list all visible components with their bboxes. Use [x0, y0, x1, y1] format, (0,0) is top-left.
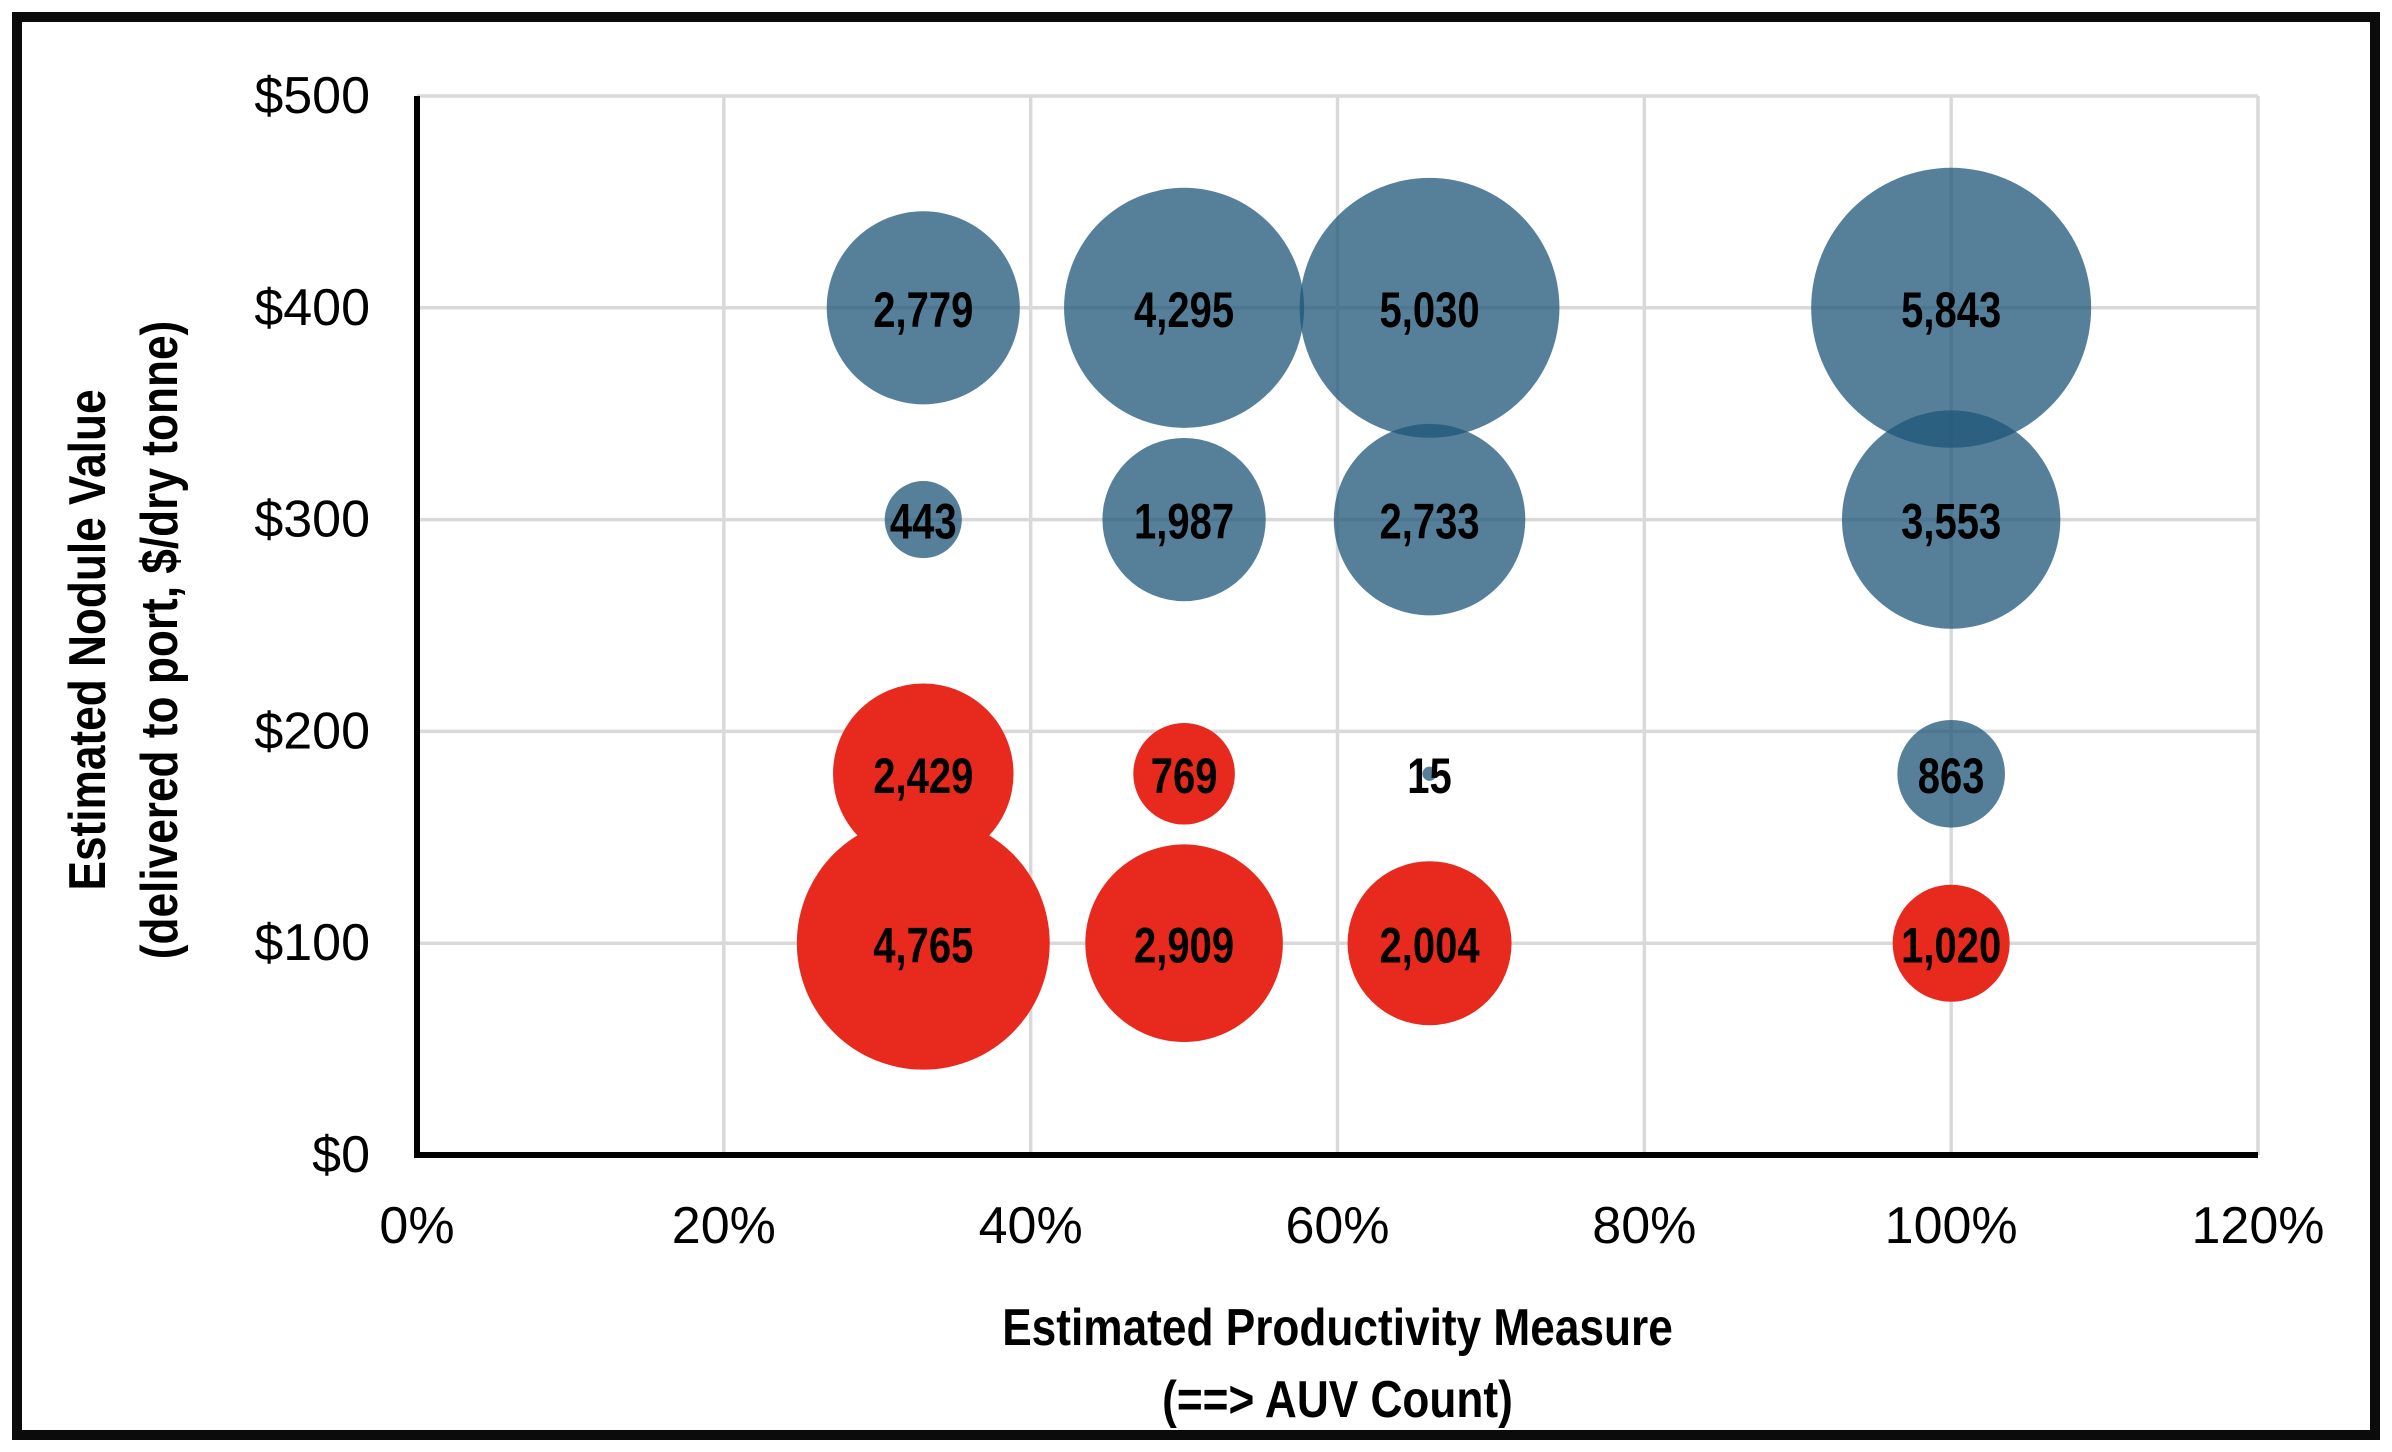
y-tick-label-$400: $400 [254, 279, 370, 337]
y-tick-label-$300: $300 [254, 491, 370, 549]
bubble-red-series-2909 [1085, 844, 1283, 1042]
bubble-label-863: 863 [1918, 748, 1985, 804]
bubble-label-4765: 4,765 [873, 917, 973, 973]
x-tick-label-80%: 80% [1592, 1197, 1696, 1255]
x-axis-title: Estimated Productivity Measure (==> AUV … [555, 1292, 2120, 1436]
bubble-blue-series-5843 [1811, 167, 2092, 448]
bubble-blue-series-15 [1422, 766, 1437, 781]
bubble-red-series-2004 [1347, 861, 1512, 1026]
y-tick-label-$500: $500 [254, 67, 370, 125]
bubble-blue-series-443 [884, 481, 962, 559]
bubble-red-series-4765 [796, 816, 1050, 1070]
bubble-label-5843: 5,843 [1901, 282, 2001, 338]
x-tick-label-100%: 100% [1885, 1197, 2018, 1255]
bubble-blue-series-4295 [1064, 187, 1305, 428]
x-axis-title-line1: Estimated Productivity Measure [1002, 1299, 1673, 1357]
x-tick-label-40%: 40% [979, 1197, 1083, 1255]
x-tick-label-0%: 0% [379, 1197, 454, 1255]
bubble-label-2909: 2,909 [1134, 917, 1234, 973]
bubble-label-1987: 1,987 [1134, 493, 1234, 549]
bubble-label-1020: 1,020 [1901, 917, 2001, 973]
bubble-label-443: 443 [890, 493, 957, 549]
x-axis-title-line2: (==> AUV Count) [1162, 1371, 1513, 1429]
y-axis-title-line1: Estimated Nodule Value [59, 389, 117, 891]
bubble-label-2733: 2,733 [1380, 493, 1480, 549]
bubble-label-2004: 2,004 [1380, 917, 1480, 973]
x-tick-label-20%: 20% [672, 1197, 776, 1255]
bubble-label-769: 769 [1151, 748, 1218, 804]
x-tick-label-120%: 120% [2192, 1197, 2325, 1255]
bubble-blue-series-2779 [826, 211, 1020, 405]
bubble-red-series-1020 [1892, 884, 2010, 1002]
bubble-blue-series-1987 [1102, 437, 1266, 602]
y-tick-label-$100: $100 [254, 914, 370, 972]
x-tick-label-60%: 60% [1285, 1197, 1389, 1255]
y-axis-title-line2: (delivered to port, $/dry tonne) [131, 320, 189, 960]
bubble-blue-series-5030 [1299, 177, 1560, 438]
bubble-label-4295: 4,295 [1134, 282, 1234, 338]
y-axis-title: Estimated Nodule Value (delivered to por… [52, 321, 196, 960]
bubble-blue-series-3553 [1841, 410, 2061, 629]
bubble-label-2429: 2,429 [873, 748, 973, 804]
bubble-label-2779: 2,779 [873, 282, 973, 338]
bubble-label-15: 15 [1407, 748, 1451, 804]
y-tick-label-$200: $200 [254, 702, 370, 760]
bubble-red-series-769 [1133, 722, 1235, 825]
y-tick-label-$0: $0 [312, 1126, 370, 1184]
bubble-label-5030: 5,030 [1380, 282, 1480, 338]
bubble-label-3553: 3,553 [1901, 493, 2001, 549]
bubble-blue-series-2733 [1333, 423, 1526, 616]
bubble-blue-series-863 [1897, 719, 2005, 828]
bubble-red-series-2429 [833, 683, 1014, 865]
